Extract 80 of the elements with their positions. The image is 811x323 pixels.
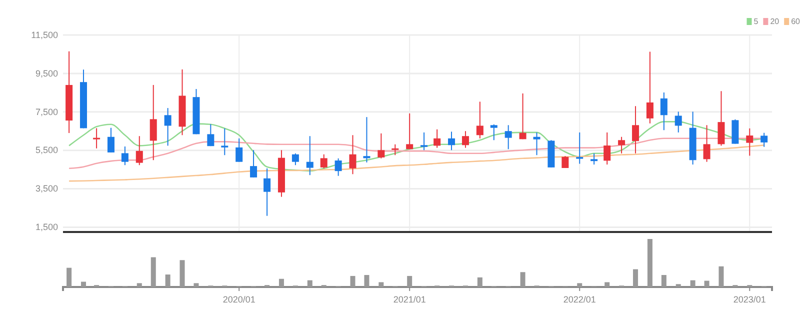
bar (676, 284, 681, 287)
candlestick (576, 132, 584, 164)
bar (661, 275, 666, 287)
legend-label: 60 (791, 17, 801, 26)
candlestick (236, 138, 243, 162)
y-tick-label: 5,500 (35, 145, 58, 156)
bar (66, 268, 72, 287)
bar (477, 277, 482, 287)
candlestick (207, 124, 214, 147)
bar (647, 239, 652, 287)
bar (180, 260, 185, 287)
candlestick (420, 132, 428, 151)
candlestick (136, 136, 143, 166)
bar (718, 266, 724, 287)
candlestick (164, 108, 172, 146)
bar (378, 282, 384, 287)
candlestick (93, 128, 100, 149)
bar (150, 257, 156, 287)
candlestick (618, 136, 626, 154)
legend-label: 20 (770, 17, 780, 26)
candlestick (462, 130, 469, 148)
candlestick (121, 146, 128, 166)
bar (704, 280, 710, 287)
candlestick (476, 101, 484, 139)
legend-label: 5 (754, 17, 759, 26)
y-tick-label: 1,500 (35, 222, 58, 232)
candlestick (150, 84, 157, 161)
candlestick (221, 128, 228, 156)
bar (520, 272, 526, 287)
y-tick-label: 9,500 (35, 68, 58, 78)
bar (604, 282, 610, 287)
bar (136, 283, 142, 287)
candlestick (760, 132, 768, 148)
bar (690, 280, 696, 287)
bar (364, 275, 370, 287)
line-series (68, 144, 765, 182)
candlestick (504, 124, 512, 150)
candlestick (632, 106, 640, 154)
bar (165, 274, 170, 287)
candlestick (604, 132, 611, 166)
y-tick-label: 11,500 (31, 30, 58, 40)
candlestick (519, 92, 526, 140)
bar (407, 276, 412, 287)
candlestick (533, 132, 540, 156)
x-tick-label: 2023/01 (733, 294, 766, 304)
candlestick (320, 154, 328, 169)
candlestick (660, 92, 668, 131)
candlestick (703, 124, 710, 162)
candlestick (406, 112, 414, 150)
candlestick (363, 116, 370, 163)
candlestick (490, 124, 498, 141)
candlestick (107, 127, 114, 153)
y-tick-label: 3,500 (35, 184, 58, 194)
candlestick (306, 136, 314, 176)
candlestick (674, 111, 682, 133)
candlestick (334, 158, 342, 176)
candlestick (392, 144, 399, 156)
candlestick (448, 131, 456, 151)
candlestick (732, 118, 739, 144)
x-tick-label: 2021/01 (393, 294, 426, 304)
bar (194, 283, 199, 287)
y-tick-label: 7,500 (35, 106, 58, 117)
bar (577, 283, 582, 287)
x-tick-label: 2020/01 (222, 294, 256, 304)
candlestick (646, 51, 654, 124)
candlestick (264, 168, 271, 216)
bar (350, 276, 356, 287)
candlestick (590, 152, 598, 166)
bar (633, 269, 638, 287)
candlestick (292, 152, 299, 166)
bar (278, 278, 284, 287)
candlestick (718, 90, 725, 146)
candlestick (378, 132, 385, 159)
candlestick (250, 150, 258, 178)
candlestick (434, 128, 441, 148)
bar (80, 282, 86, 287)
candlestick (349, 134, 356, 175)
bar (307, 280, 312, 287)
candlestick (746, 128, 754, 156)
x-tick-label: 2022/01 (563, 294, 596, 304)
